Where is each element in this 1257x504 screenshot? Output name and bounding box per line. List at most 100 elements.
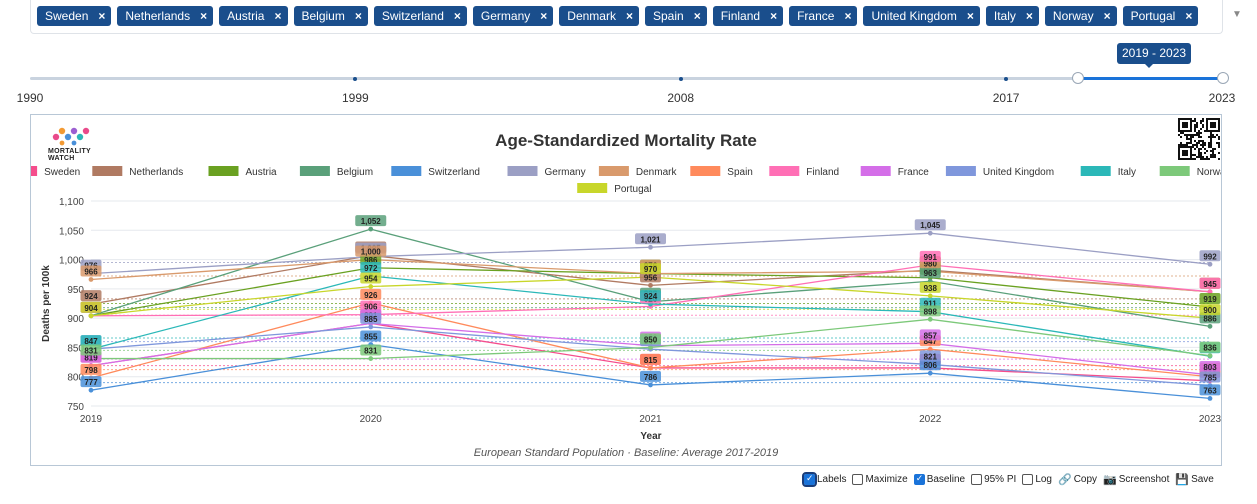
copy-button[interactable]: 🔗 Copy <box>1058 473 1097 486</box>
legend-item[interactable]: Portugal <box>577 183 651 195</box>
data-label: 966 <box>80 265 102 277</box>
data-label: 926 <box>360 288 382 300</box>
legend-label: Switzerland <box>428 167 480 178</box>
slider-label: 1999 <box>342 91 369 105</box>
data-point <box>648 244 653 250</box>
data-label: 992 <box>1199 250 1221 262</box>
baseline-checkbox[interactable] <box>913 473 925 485</box>
legend-item[interactable]: Denmark <box>598 166 678 178</box>
data-point <box>368 226 374 232</box>
country-chip[interactable]: Denmark × <box>559 6 639 26</box>
chevron-down-icon[interactable]: ▼ <box>1232 9 1242 20</box>
close-icon[interactable]: × <box>1025 9 1033 23</box>
data-label: 785 <box>1199 371 1221 383</box>
data-label: 972 <box>360 261 382 273</box>
data-point <box>368 284 374 289</box>
country-chip[interactable]: Netherlands × <box>117 6 214 26</box>
log-toggle[interactable]: Log <box>1022 473 1052 485</box>
svg-text:1,052: 1,052 <box>361 217 382 226</box>
svg-text:886: 886 <box>1203 314 1217 323</box>
country-chip[interactable]: France × <box>789 6 858 26</box>
slider-handle-end[interactable] <box>1217 72 1229 84</box>
country-chip[interactable]: Italy × <box>985 6 1039 26</box>
legend-item[interactable]: Austria <box>208 166 278 178</box>
labels-toggle[interactable]: Labels <box>802 471 846 487</box>
legend-item[interactable]: Germany <box>507 166 586 178</box>
close-icon[interactable]: × <box>354 9 362 23</box>
save-button[interactable]: 💾 Save <box>1175 473 1214 486</box>
close-icon[interactable]: × <box>693 9 701 23</box>
chart-toolbar: Labels Maximize Baseline 95% PI Log 🔗Cop… <box>802 470 1214 488</box>
legend-item[interactable]: Spain <box>690 166 753 178</box>
legend-item[interactable]: United Kingdom <box>945 166 1054 178</box>
data-point <box>648 382 653 388</box>
baseline-toggle[interactable]: Baseline <box>913 473 965 485</box>
close-icon[interactable]: × <box>1185 9 1193 23</box>
svg-text:898: 898 <box>924 307 938 316</box>
country-chip[interactable]: Sweden × <box>37 6 112 26</box>
svg-text:857: 857 <box>924 331 938 340</box>
data-point <box>648 282 653 288</box>
close-icon[interactable]: × <box>966 9 974 23</box>
legend-item[interactable]: Switzerland <box>391 166 480 178</box>
svg-text:980: 980 <box>924 259 938 268</box>
maximize-toggle[interactable]: Maximize <box>852 473 908 485</box>
country-chip[interactable]: Portugal × <box>1122 6 1199 26</box>
country-chip-label: Netherlands <box>125 9 191 23</box>
country-chip[interactable]: Austria × <box>219 6 288 26</box>
svg-text:991: 991 <box>924 253 938 262</box>
close-icon[interactable]: × <box>453 9 461 23</box>
legend-item[interactable]: Italy <box>1080 166 1136 178</box>
country-chip[interactable]: Finland × <box>712 6 784 26</box>
maximize-checkbox[interactable] <box>852 473 864 485</box>
data-label: 850 <box>640 333 661 345</box>
legend-item[interactable]: France <box>860 166 930 178</box>
legend-item[interactable]: Belgium <box>299 166 373 178</box>
data-label: 900 <box>1199 304 1221 316</box>
close-icon[interactable]: × <box>770 9 778 23</box>
slider-label: 2017 <box>992 91 1020 105</box>
country-chip[interactable]: Norway × <box>1044 6 1117 26</box>
year-slider-track[interactable] <box>30 77 1223 80</box>
legend-item[interactable]: Sweden <box>31 166 80 178</box>
svg-text:924: 924 <box>644 292 658 301</box>
data-label: 885 <box>360 312 382 324</box>
labels-checkbox[interactable] <box>802 471 817 487</box>
legend-item[interactable]: Norway <box>1159 166 1221 178</box>
close-icon[interactable]: × <box>1103 9 1111 23</box>
slider-label: 2023 <box>1208 91 1236 105</box>
data-label: 847 <box>80 335 102 347</box>
country-chip[interactable]: United Kingdom × <box>863 6 980 26</box>
y-tick-label: 750 <box>67 402 84 413</box>
log-checkbox[interactable] <box>1022 473 1034 485</box>
close-icon[interactable]: × <box>98 9 106 23</box>
pi-checkbox[interactable] <box>971 473 983 485</box>
country-chip-label: France <box>797 9 835 23</box>
pi-toggle[interactable]: 95% PI <box>971 473 1016 485</box>
y-tick-label: 850 <box>67 343 84 354</box>
floppy-icon: 💾 <box>1175 473 1190 486</box>
slider-handle-start[interactable] <box>1072 72 1085 84</box>
close-icon[interactable]: × <box>274 9 282 23</box>
data-label: 777 <box>80 376 102 388</box>
legend-item[interactable]: Netherlands <box>92 166 183 178</box>
close-icon[interactable]: × <box>540 9 548 23</box>
svg-text:831: 831 <box>364 347 378 356</box>
close-icon[interactable]: × <box>625 9 633 23</box>
close-icon[interactable]: × <box>200 9 208 23</box>
country-chip[interactable]: Spain × <box>645 6 707 26</box>
screenshot-button[interactable]: 📷 Screenshot <box>1103 473 1169 486</box>
svg-text:904: 904 <box>84 304 98 313</box>
svg-text:972: 972 <box>364 264 378 273</box>
y-tick-label: 900 <box>67 314 84 325</box>
country-chip-label: Norway <box>1052 9 1094 23</box>
country-chip-label: United Kingdom <box>871 9 957 23</box>
country-chip[interactable]: Belgium × <box>293 6 368 26</box>
data-label: 1,052 <box>355 215 387 227</box>
close-icon[interactable]: × <box>844 9 852 23</box>
svg-text:992: 992 <box>1203 252 1217 261</box>
legend-item[interactable]: Finland <box>769 166 839 178</box>
country-selector[interactable]: Sweden × Netherlands × Austria × Belgium × Switz… <box>30 0 1242 34</box>
country-chip[interactable]: Germany × <box>472 6 554 26</box>
country-chip[interactable]: Switzerland × <box>373 6 467 26</box>
